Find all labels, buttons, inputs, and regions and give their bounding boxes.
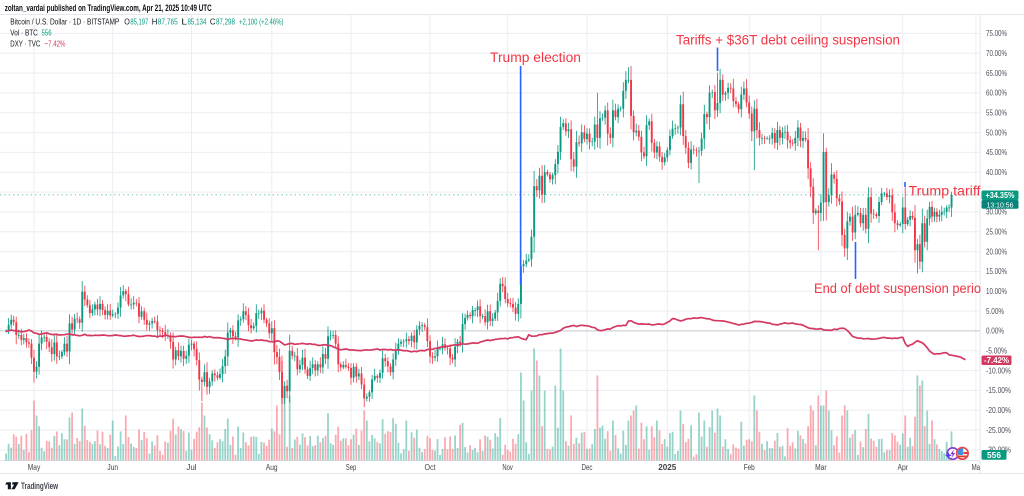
svg-text:-20.00%: -20.00% xyxy=(986,405,1011,415)
svg-text:13:10:56: 13:10:56 xyxy=(987,200,1014,209)
svg-text:H: H xyxy=(152,16,158,26)
svg-text:−7.42%: −7.42% xyxy=(45,38,66,48)
svg-text:Nov: Nov xyxy=(502,463,513,472)
svg-text:30.00%: 30.00% xyxy=(986,207,1007,217)
svg-text:40.00%: 40.00% xyxy=(986,167,1007,177)
svg-text:L: L xyxy=(181,16,187,26)
svg-text:45.00%: 45.00% xyxy=(986,147,1007,157)
svg-text:-25.00%: -25.00% xyxy=(986,425,1011,435)
svg-text:DXY · TVC: DXY · TVC xyxy=(10,38,40,48)
svg-text:60.00%: 60.00% xyxy=(986,88,1007,98)
svg-text:65.00%: 65.00% xyxy=(986,68,1007,78)
svg-text:Trump tariff: Trump tariff xyxy=(909,184,981,199)
svg-text:Mar: Mar xyxy=(815,463,827,472)
svg-text:End of debt suspension perio: End of debt suspension perio xyxy=(814,281,981,296)
svg-text:-5.00%: -5.00% xyxy=(986,346,1007,356)
svg-text:556: 556 xyxy=(987,451,1001,460)
svg-text:TradingView: TradingView xyxy=(21,481,59,491)
svg-text:Bitcoin / U.S. Dollar · 1D · B: Bitcoin / U.S. Dollar · 1D · BITSTAMP xyxy=(10,16,119,26)
svg-text:Oct: Oct xyxy=(425,463,437,472)
svg-text:C: C xyxy=(210,16,216,26)
svg-text:20.00%: 20.00% xyxy=(986,246,1007,256)
svg-text:Tariffs + $36T debt ceiling su: Tariffs + $36T debt ceiling suspension xyxy=(676,33,900,48)
svg-text:-30.00%: -30.00% xyxy=(986,445,1011,455)
svg-text:55.00%: 55.00% xyxy=(986,108,1007,118)
svg-text:87,765: 87,765 xyxy=(158,16,178,26)
svg-text:Ma: Ma xyxy=(972,463,981,472)
svg-text:75.00%: 75.00% xyxy=(986,28,1007,38)
svg-text:556: 556 xyxy=(42,28,52,38)
svg-text:15.00%: 15.00% xyxy=(986,266,1007,276)
svg-text:May: May xyxy=(28,463,41,472)
svg-text:Vol · BTC: Vol · BTC xyxy=(10,28,38,38)
svg-text:70.00%: 70.00% xyxy=(986,48,1007,58)
svg-text:Apr: Apr xyxy=(898,463,909,472)
svg-text:-15.00%: -15.00% xyxy=(986,385,1011,395)
svg-text:+2,100 (+2.46%): +2,100 (+2.46%) xyxy=(239,16,284,26)
svg-text:Jun: Jun xyxy=(107,463,118,472)
svg-text:O: O xyxy=(124,16,130,26)
svg-text:5.00%: 5.00% xyxy=(986,306,1004,316)
svg-text:zoltan_vardai published on Tra: zoltan_vardai published on TradingView.c… xyxy=(5,3,212,13)
svg-text:Jul: Jul xyxy=(186,463,196,472)
svg-text:85,134: 85,134 xyxy=(188,16,207,26)
svg-text:Dec: Dec xyxy=(582,463,593,472)
svg-text:Feb: Feb xyxy=(744,463,755,472)
svg-text:25.00%: 25.00% xyxy=(986,227,1007,237)
svg-text:Sep: Sep xyxy=(346,463,357,472)
svg-text:50.00%: 50.00% xyxy=(986,127,1007,137)
svg-text:87,298: 87,298 xyxy=(216,16,235,26)
svg-text:0.00%: 0.00% xyxy=(986,326,1004,336)
svg-text:Aug: Aug xyxy=(266,463,278,472)
svg-text:10.00%: 10.00% xyxy=(986,286,1007,296)
svg-text:85,197: 85,197 xyxy=(130,16,148,26)
svg-text:Trump election: Trump election xyxy=(490,50,581,65)
svg-text:-10.00%: -10.00% xyxy=(986,365,1011,375)
svg-text:+34.35%: +34.35% xyxy=(986,191,1015,200)
svg-text:-7.42%: -7.42% xyxy=(984,356,1009,365)
svg-text:2025: 2025 xyxy=(658,463,677,472)
